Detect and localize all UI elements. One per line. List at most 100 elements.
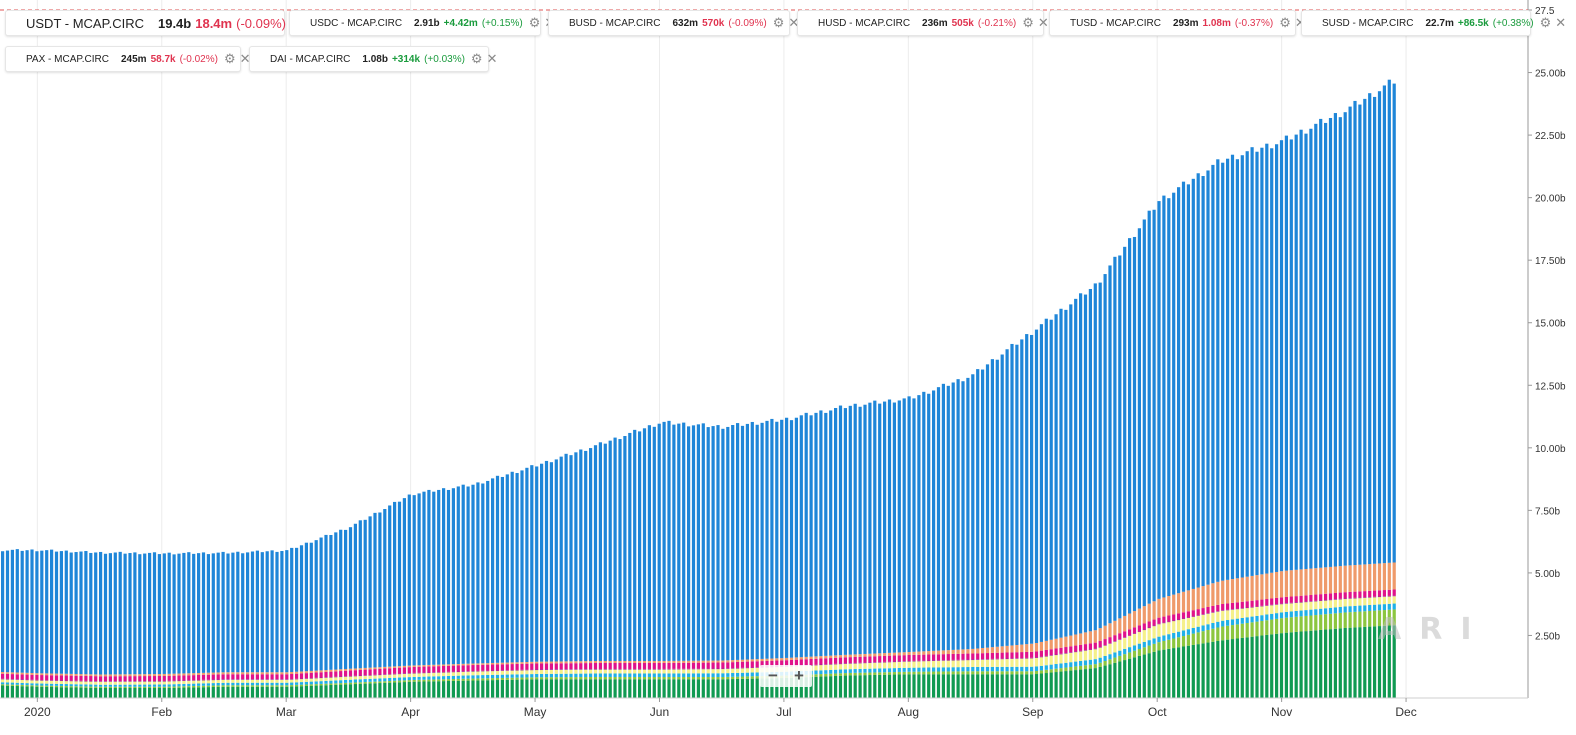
bar-segment-susd (270, 679, 274, 680)
gear-icon[interactable]: ⚙ (1022, 15, 1034, 30)
stacked-bar (520, 470, 524, 698)
bar-segment-busd (1206, 629, 1210, 643)
bar-segment-husd (265, 682, 269, 686)
bar-segment-usdt (1255, 151, 1259, 576)
bar-segment-dai (1387, 562, 1391, 590)
bar-segment-usdt (231, 552, 235, 673)
bar-segment-usdt (956, 379, 960, 650)
gear-icon[interactable]: ⚙ (223, 51, 236, 66)
bar-segment-busd (143, 686, 147, 688)
bar-segment-busd (1309, 615, 1313, 631)
legend-item-dai[interactable]: DAI - MCAP.CIRC 1.08b +314k (+0.03%) ⚙ ✕ (249, 46, 497, 72)
bar-segment-susd (589, 669, 593, 670)
close-icon[interactable]: ✕ (486, 51, 498, 66)
bar-segment-susd (745, 667, 749, 669)
gear-icon[interactable]: ⚙ (1279, 15, 1291, 30)
stacked-bar (1039, 324, 1043, 698)
bar-segment-usdt (736, 423, 740, 660)
bar-segment-susd (1054, 654, 1058, 656)
bar-segment-dai (1377, 563, 1382, 591)
bar-segment-husd (500, 674, 504, 678)
bar-segment-dai (236, 672, 240, 675)
bar-segment-usdc (211, 686, 215, 698)
zoom-in-button[interactable]: + (794, 666, 804, 685)
bar-segment-husd (530, 674, 534, 678)
stacked-bar (736, 423, 740, 698)
bar-segment-dai (495, 662, 500, 665)
close-icon[interactable]: ✕ (239, 51, 251, 66)
bar-segment-dai (1299, 569, 1303, 596)
bar-segment-usdt (628, 432, 632, 661)
bar-segment-usdt (74, 552, 78, 674)
bar-segment-pax (495, 664, 500, 671)
bar-segment-dai (829, 655, 833, 659)
bar-segment-husd (1137, 643, 1141, 649)
bar-segment-susd (1069, 652, 1073, 653)
bar-segment-husd (74, 684, 78, 687)
bar-segment-dai (40, 673, 44, 676)
legend-item-husd[interactable]: HUSD - MCAP.CIRC 236m 505k (-0.21%) ⚙ ✕ (797, 10, 1049, 36)
bar-segment-usdc (35, 686, 39, 698)
bar-segment-susd (113, 681, 117, 682)
stacked-bar (231, 552, 235, 698)
stacked-bar (1015, 344, 1019, 698)
bar-segment-tusd (638, 669, 642, 674)
stacked-bar (442, 488, 446, 698)
gear-icon[interactable]: ⚙ (470, 51, 483, 66)
bar-segment-busd (368, 681, 372, 684)
close-icon[interactable]: ✕ (1295, 16, 1306, 30)
bar-segment-susd (716, 668, 720, 670)
bar-segment-dai (682, 660, 686, 663)
bar-segment-dai (304, 671, 308, 674)
legend-item-pax[interactable]: PAX - MCAP.CIRC 245m 58.7k (-0.02%) ⚙ ✕ (5, 46, 251, 72)
bar-segment-dai (1142, 606, 1146, 624)
bar-segment-pax (1275, 597, 1279, 605)
bar-segment-susd (535, 669, 539, 671)
bar-segment-tusd (1260, 606, 1264, 616)
bar-segment-busd (103, 686, 108, 688)
close-icon[interactable]: ✕ (788, 15, 800, 30)
stacked-bar (1005, 349, 1009, 698)
bar-segment-pax (383, 668, 387, 675)
bar-segment-husd (1211, 622, 1215, 629)
bar-segment-busd (216, 685, 220, 687)
bar-segment-dai (985, 647, 990, 654)
bar-segment-busd (319, 683, 323, 686)
stacked-bar (99, 551, 103, 698)
bar-segment-husd (1186, 629, 1190, 635)
close-icon[interactable]: ✕ (1555, 15, 1567, 30)
bar-segment-usdt (69, 552, 73, 674)
bar-segment-usdc (912, 674, 916, 698)
bar-segment-husd (1064, 662, 1068, 668)
gear-icon[interactable]: ⚙ (1539, 15, 1552, 30)
bar-segment-dai (760, 658, 764, 662)
stacked-bar (1226, 158, 1230, 698)
bar-segment-usdt (285, 550, 289, 673)
bar-segment-husd (892, 668, 896, 673)
bar-segment-susd (1240, 608, 1244, 609)
bar-segment-usdt (672, 424, 676, 661)
gear-icon[interactable]: ⚙ (772, 15, 785, 30)
close-icon[interactable]: ✕ (1037, 15, 1049, 30)
zoom-out-button[interactable]: − (768, 666, 778, 685)
stacked-bar (775, 421, 779, 698)
bar-segment-tusd (402, 673, 406, 678)
stacked-bar (878, 403, 882, 698)
bar-segment-susd (1196, 615, 1200, 616)
bar-segment-tusd (559, 669, 563, 674)
bar-segment-pax (1250, 600, 1254, 607)
bar-segment-dai (1279, 571, 1284, 598)
bar-segment-usdc (260, 686, 264, 698)
bar-segment-dai (393, 666, 397, 668)
legend-item-susd[interactable]: SUSD - MCAP.CIRC 22.7m +86.5k (+0.38%) ⚙ ✕ (1301, 10, 1566, 36)
x-tick-label: Jun (650, 705, 669, 719)
bar-segment-dai (990, 647, 994, 653)
bar-segment-usdt (192, 553, 196, 674)
gear-icon[interactable]: ⚙ (528, 15, 541, 30)
bar-segment-tusd (1034, 657, 1039, 667)
bar-segment-usdc (143, 687, 147, 698)
legend-item-busd[interactable]: BUSD - MCAP.CIRC 632m 570k (-0.09%) ⚙ ✕ (548, 10, 799, 36)
